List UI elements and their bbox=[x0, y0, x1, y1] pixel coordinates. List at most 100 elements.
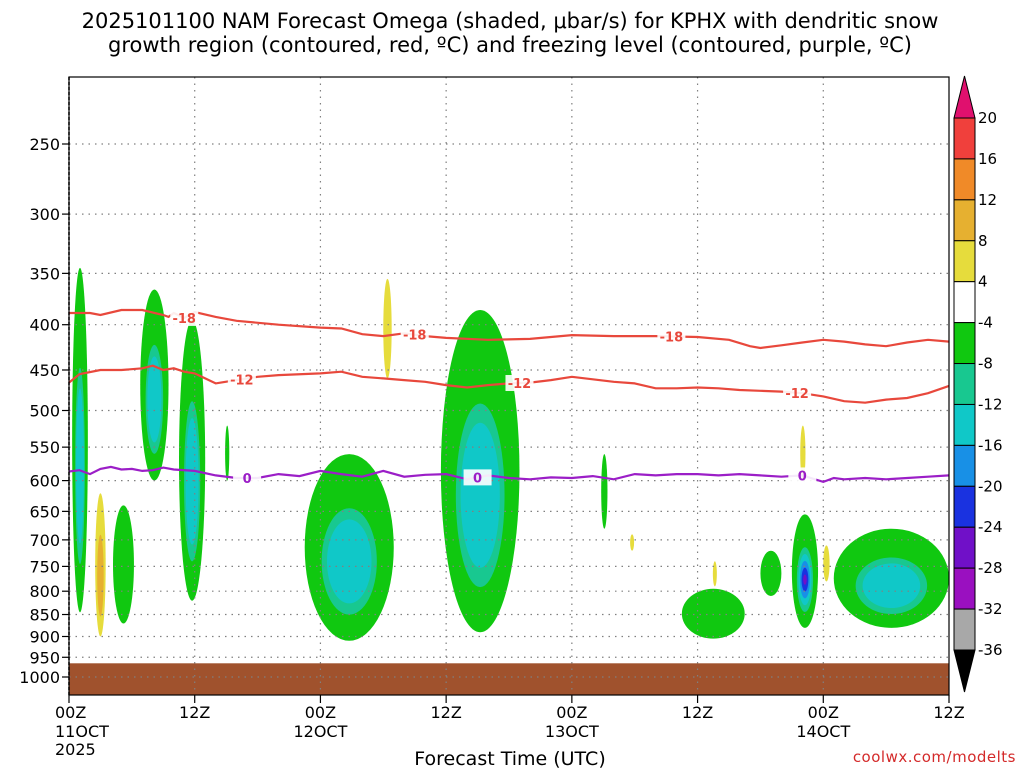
upward-motion-cell bbox=[681, 588, 745, 639]
x-tick-label: 00Z bbox=[305, 703, 336, 722]
colorbar-segment bbox=[953, 608, 976, 651]
y-tick-label: 750 bbox=[29, 557, 60, 576]
colorbar-level-label: -36 bbox=[978, 641, 1003, 659]
x-tick-date: 14OCT bbox=[796, 722, 850, 741]
contour-label-bg bbox=[788, 467, 817, 484]
x-tick-label: 12Z bbox=[682, 703, 713, 722]
colorbar-segment bbox=[953, 158, 976, 201]
colorbar-segment bbox=[953, 281, 976, 324]
contour-label: -12 bbox=[508, 377, 532, 392]
y-tick-label: 550 bbox=[29, 438, 60, 457]
colorbar-level-label: -12 bbox=[978, 395, 1003, 413]
x-tick-label: 12Z bbox=[179, 703, 210, 722]
upward-motion-cell-core bbox=[76, 388, 84, 544]
contour-label: 0 bbox=[243, 472, 252, 487]
colorbar-top-arrow bbox=[953, 75, 976, 119]
contour-label-bg bbox=[463, 469, 492, 486]
colorbar-level-label: 12 bbox=[978, 191, 997, 209]
colorbar-level-label: -4 bbox=[978, 314, 993, 332]
colorbar-level-label: -20 bbox=[978, 477, 1003, 495]
colorbar-segment bbox=[953, 322, 976, 365]
downward-motion-cell bbox=[800, 425, 806, 481]
y-tick-label: 450 bbox=[29, 361, 60, 380]
contour-line bbox=[69, 308, 950, 350]
upward-motion-cell bbox=[225, 425, 230, 481]
colorbar-level-label: -16 bbox=[978, 436, 1003, 454]
colorbar-segment bbox=[953, 117, 976, 160]
x-tick-year: 2025 bbox=[55, 740, 96, 759]
y-tick-label: 900 bbox=[29, 627, 60, 646]
colorbar-segment bbox=[953, 363, 976, 405]
downward-motion-cell bbox=[630, 534, 635, 551]
upward-motion-cell-core bbox=[460, 422, 500, 568]
ground-layer bbox=[69, 663, 949, 695]
plot-frame bbox=[68, 76, 950, 696]
contour-label: -12 bbox=[785, 387, 809, 402]
colorbar-segment bbox=[953, 444, 976, 487]
upward-motion-cell-core bbox=[147, 356, 162, 443]
x-tick-label: 12Z bbox=[933, 703, 964, 722]
y-tick-label: 350 bbox=[29, 264, 60, 283]
x-axis-title: Forecast Time (UTC) bbox=[414, 748, 605, 768]
y-tick-label: 1000 bbox=[19, 668, 60, 687]
contour-label: -18 bbox=[660, 330, 684, 345]
colorbar-level-label: -32 bbox=[978, 600, 1003, 618]
contour-label-bg bbox=[233, 470, 262, 487]
colorbar-level-label: -8 bbox=[978, 355, 993, 373]
contour-label-bg bbox=[400, 326, 429, 343]
x-tick-label: 00Z bbox=[808, 703, 839, 722]
colorbar-level-label: 4 bbox=[978, 273, 988, 291]
grid-layer bbox=[69, 77, 949, 695]
chart-title-line-2: growth region (contoured, red, ºC) and f… bbox=[108, 33, 912, 57]
colorbar-level-label: -28 bbox=[978, 559, 1003, 577]
omega-shading-layer bbox=[72, 267, 950, 641]
downward-motion-cell bbox=[823, 545, 830, 582]
upward-motion-cell bbox=[601, 454, 608, 529]
downward-motion-cell bbox=[712, 561, 717, 587]
downward-motion-cell-core bbox=[97, 534, 104, 617]
upward-motion-cell bbox=[113, 505, 134, 624]
colorbar-segment bbox=[953, 240, 976, 283]
y-tick-label: 500 bbox=[29, 402, 60, 421]
colorbar-level-label: 8 bbox=[978, 232, 988, 250]
contour-label-bg bbox=[505, 375, 534, 392]
upward-motion-cell-core bbox=[803, 574, 807, 585]
contour-label: 0 bbox=[798, 469, 807, 484]
y-tick-label: 600 bbox=[29, 472, 60, 491]
surface bbox=[69, 663, 949, 695]
colorbar-segment bbox=[953, 567, 976, 610]
colorbar-segment bbox=[953, 485, 976, 528]
x-tick-label: 12Z bbox=[430, 703, 461, 722]
colorbar-bottom-arrow bbox=[953, 649, 976, 693]
y-tick-label: 800 bbox=[29, 582, 60, 601]
x-tick-label: 00Z bbox=[556, 703, 587, 722]
colorbar-level-label: -24 bbox=[978, 518, 1003, 536]
credit-text: coolwx.com/modelts bbox=[853, 748, 1016, 766]
colorbar-segment bbox=[953, 199, 976, 242]
y-tick-label: 250 bbox=[29, 135, 60, 154]
contour-label: -18 bbox=[403, 329, 427, 344]
contour-label: 0 bbox=[473, 471, 482, 486]
contour-label: -18 bbox=[172, 312, 196, 327]
upward-motion-cell-core bbox=[862, 563, 921, 609]
colorbar: 20 16 12 8 4 -4 -8 -12 -16 -20 -24 -28 -32 -36 bbox=[953, 75, 1003, 693]
upward-motion-cell bbox=[760, 550, 782, 596]
y-tick-label: 650 bbox=[29, 502, 60, 521]
chart-title-line-1: 2025101100 NAM Forecast Omega (shaded, μ… bbox=[82, 9, 939, 33]
colorbar-segment bbox=[953, 403, 976, 446]
contour-label: -12 bbox=[230, 373, 254, 388]
y-tick-label: 850 bbox=[29, 606, 60, 625]
contour-label-bg bbox=[227, 371, 256, 388]
y-tick-label: 300 bbox=[29, 205, 60, 224]
y-tick-label: 400 bbox=[29, 316, 60, 335]
upward-motion-cell-core bbox=[185, 418, 199, 545]
colorbar-level-label: 16 bbox=[978, 150, 997, 168]
x-tick-date: 13OCT bbox=[545, 722, 599, 741]
contour-label-bg bbox=[657, 328, 686, 345]
y-tick-label: 950 bbox=[29, 648, 60, 667]
x-tick-date: 12OCT bbox=[293, 722, 347, 741]
x-tick-date: 11OCT bbox=[55, 722, 109, 741]
downward-motion-cell bbox=[383, 278, 392, 379]
